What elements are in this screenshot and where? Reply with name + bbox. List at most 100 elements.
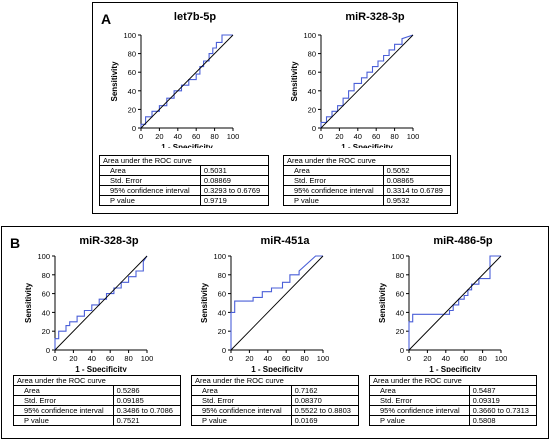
stats-value: 0.9719	[199, 195, 270, 206]
roc-stats-table: Area under the ROC curve Area 0.5031 Std. E…	[99, 155, 270, 206]
y-tick-label: 80	[308, 50, 316, 59]
x-tick-label: 80	[300, 354, 308, 363]
roc-chart-5: miR-486-5p 0 20 40 60 80 100 0 20 40 60 80 100 1 - Sp…	[378, 235, 507, 372]
stats-label: 95% confidence interval	[191, 405, 292, 416]
stats-value: 0.3660 to 0.7313	[468, 405, 538, 416]
reference-line	[408, 255, 502, 351]
stats-label: Area	[99, 165, 201, 176]
x-tick-label: 40	[264, 354, 272, 363]
y-axis-title: Sensitivity	[200, 282, 209, 323]
stats-header: Area under the ROC curve	[99, 155, 269, 166]
roc-curve	[320, 34, 414, 128]
stats-label: Std. Error	[99, 175, 201, 186]
stats-label: P value	[191, 415, 292, 426]
roc-stats-table: Area under the ROC curve Area 0.5052 Std. E…	[283, 155, 452, 206]
y-tick-label: 40	[128, 87, 136, 96]
y-tick-label: 0	[46, 346, 50, 355]
x-tick-label: 80	[478, 354, 486, 363]
x-tick-label: 80	[124, 354, 132, 363]
x-tick-label: 100	[227, 132, 240, 141]
roc-chart-1: let7b-5p 0 20 40 60 80 100 0 20 40 60 80 100 1 - Spec…	[110, 11, 240, 148]
x-axis-title: 1 - Specificity	[341, 143, 393, 148]
stats-row: 95% confidence interval 0.3293 to 0.6769	[99, 185, 270, 196]
x-tick-label: 20	[423, 354, 431, 363]
stats-row: 95% confidence interval 0.3314 to 0.6789	[283, 185, 452, 196]
stats-value: 0.7521	[112, 415, 182, 426]
x-tick-label: 40	[174, 132, 182, 141]
panel-a: A	[92, 2, 458, 214]
roc-stats-table: Area under the ROC curve Area 0.7162 Std. E…	[191, 375, 360, 426]
stats-value: 0.5286	[112, 385, 182, 396]
y-tick-label: 80	[396, 271, 404, 280]
y-tick-label: 40	[396, 308, 404, 317]
stats-label: Area	[369, 385, 470, 396]
y-tick-label: 20	[128, 105, 136, 114]
x-tick-label: 100	[407, 132, 420, 141]
chart-title: miR-328-3p	[345, 11, 405, 23]
stats-label: Std. Error	[369, 395, 470, 406]
stats-header: Area under the ROC curve	[191, 375, 359, 386]
x-tick-label: 80	[210, 132, 218, 141]
y-axis-title: Sensitivity	[24, 282, 33, 323]
stats-label: Std. Error	[283, 175, 384, 186]
stats-label: Area	[283, 165, 384, 176]
roc-curve	[408, 255, 501, 350]
stats-label: 95% confidence interval	[369, 405, 470, 416]
y-tick-label: 0	[400, 346, 404, 355]
x-tick-label: 40	[442, 354, 450, 363]
stats-value: 0.5808	[468, 415, 538, 426]
x-tick-label: 20	[155, 132, 163, 141]
roc-curve	[230, 255, 323, 350]
stats-row: 95% confidence interval 0.5522 to 0.8803	[191, 405, 360, 416]
y-tick-label: 100	[303, 31, 316, 40]
y-tick-label: 40	[218, 308, 226, 317]
y-tick-label: 60	[308, 68, 316, 77]
y-axis-title: Sensitivity	[110, 61, 119, 102]
stats-label: Std. Error	[13, 395, 114, 406]
stats-label: P value	[13, 415, 114, 426]
stats-label: 95% confidence interval	[283, 185, 384, 196]
stats-value: 0.09185	[112, 395, 182, 406]
chart-title: miR-328-3p	[79, 235, 139, 247]
y-tick-label: 20	[308, 105, 316, 114]
stats-row: P value 0.0169	[191, 415, 360, 426]
y-tick-label: 0	[312, 124, 316, 133]
chart-title: let7b-5p	[174, 11, 216, 23]
roc-stats-table: Area under the ROC curve Area 0.5286 Std. E…	[13, 375, 182, 426]
x-tick-label: 40	[88, 354, 96, 363]
y-tick-label: 100	[37, 252, 50, 261]
y-tick-label: 20	[42, 327, 50, 336]
stats-row: P value 0.7521	[13, 415, 182, 426]
x-tick-label: 0	[53, 354, 57, 363]
panel-b: B	[1, 226, 549, 439]
stats-row: P value 0.5808	[369, 415, 538, 426]
stats-row: Area 0.5052	[283, 165, 452, 176]
stats-header: Area under the ROC curve	[369, 375, 537, 386]
x-tick-label: 60	[192, 132, 200, 141]
stats-value: 0.08865	[382, 175, 452, 186]
stats-label: P value	[99, 195, 201, 206]
stats-value: 0.0169	[290, 415, 360, 426]
x-tick-label: 80	[390, 132, 398, 141]
stats-value: 0.08869	[199, 175, 270, 186]
x-axis-title: 1 - Specificity	[251, 365, 303, 372]
stats-value: 0.9532	[382, 195, 452, 206]
x-tick-label: 0	[229, 354, 233, 363]
x-tick-label: 100	[141, 354, 154, 363]
y-tick-label: 100	[213, 252, 226, 261]
y-tick-label: 20	[218, 327, 226, 336]
roc-chart-2: miR-328-3p 0 20 40 60 80 100 0 20 40 60 80 100 1 - Sp…	[290, 11, 420, 148]
panel-letter-b: B	[10, 235, 21, 251]
y-tick-label: 60	[396, 290, 404, 299]
stats-row: Std. Error 0.08370	[191, 395, 360, 406]
chart-title: miR-486-5p	[433, 235, 493, 247]
chart-title: miR-451a	[261, 235, 311, 247]
x-tick-label: 60	[372, 132, 380, 141]
x-tick-label: 20	[335, 132, 343, 141]
x-axis-title: 1 - Specificity	[75, 365, 127, 372]
x-tick-label: 60	[460, 354, 468, 363]
stats-value: 0.5522 to 0.8803	[290, 405, 360, 416]
stats-row: Area 0.5031	[99, 165, 270, 176]
stats-label: Std. Error	[191, 395, 292, 406]
stats-row: Std. Error 0.08865	[283, 175, 452, 186]
